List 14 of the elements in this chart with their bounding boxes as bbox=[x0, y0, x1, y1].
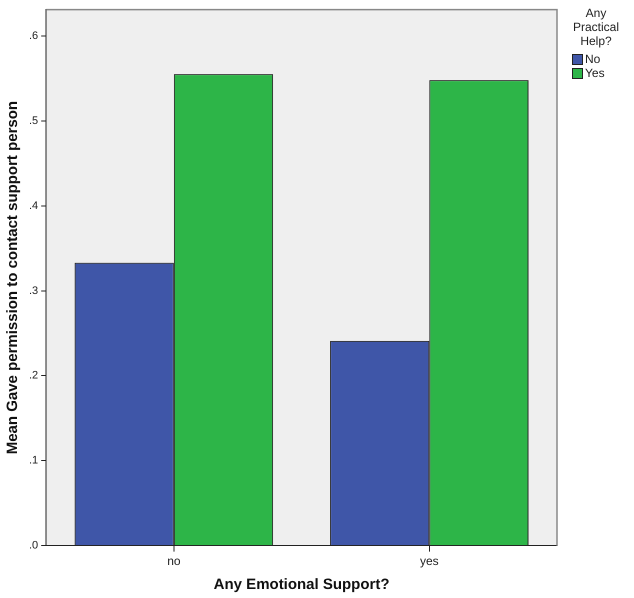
legend-label: Yes bbox=[585, 66, 605, 80]
y-tick-label: .2 bbox=[28, 370, 38, 382]
legend-label: No bbox=[585, 52, 600, 66]
y-tick-label: .3 bbox=[28, 284, 38, 297]
y-tick-label: .4 bbox=[28, 200, 38, 212]
legend-title: Any Practical Help? bbox=[572, 6, 620, 48]
x-tick-label: yes bbox=[420, 554, 439, 568]
y-axis-title: Mean Gave permission to contact support person bbox=[4, 100, 22, 454]
y-tick-label: .1 bbox=[28, 454, 38, 467]
x-tick-label: no bbox=[167, 554, 181, 568]
y-tick-label: .6 bbox=[28, 30, 38, 42]
y-tick-label: .0 bbox=[28, 540, 38, 552]
x-axis-title: Any Emotional Support? bbox=[214, 576, 390, 594]
y-tick-label: .5 bbox=[28, 114, 38, 127]
